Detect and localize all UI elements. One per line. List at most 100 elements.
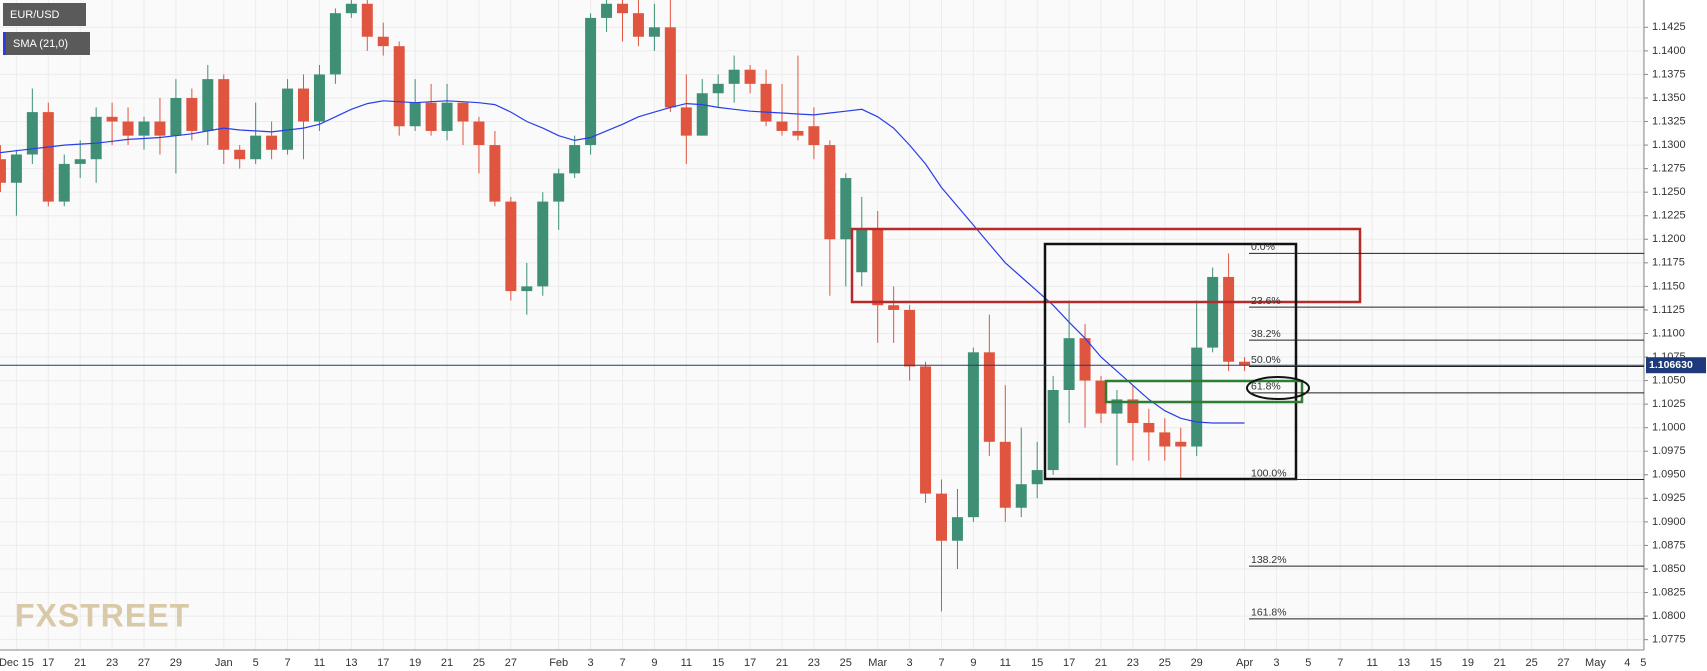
x-tick-label: May — [1585, 657, 1606, 669]
grid — [0, 0, 1644, 650]
candle-body — [138, 121, 150, 136]
fib-label: 50.0% — [1251, 354, 1281, 366]
x-tick-label: 27 — [138, 657, 150, 669]
candle-body — [345, 3, 357, 14]
candle-body — [473, 121, 485, 146]
candle-body — [154, 121, 166, 136]
x-tick-label: 23 — [1127, 657, 1139, 669]
legend-label: SMA (21,0) — [13, 38, 68, 50]
candle-body — [122, 121, 134, 136]
y-tick-label: 1.1100 — [1652, 327, 1685, 339]
candle-body — [967, 352, 979, 518]
y-tick-label: 1.1150 — [1652, 280, 1685, 292]
x-tick-label: 17 — [1063, 657, 1075, 669]
candle-body — [1095, 380, 1107, 414]
x-tick-label: 4 — [1624, 657, 1630, 669]
x-tick-label: 23 — [808, 657, 820, 669]
x-tick-label: Dec 15 — [0, 657, 34, 669]
candle-body — [1031, 470, 1043, 485]
x-tick-label: 15 — [712, 657, 724, 669]
y-tick-label: 1.0775 — [1652, 634, 1686, 646]
last-price-tag — [1646, 357, 1706, 374]
candle-body — [1127, 399, 1139, 423]
x-tick-label: Apr — [1236, 657, 1253, 669]
candle-body — [10, 154, 22, 183]
y-tick-label: 1.0950 — [1652, 469, 1686, 481]
fib-label: 138.2% — [1251, 554, 1287, 566]
candle-body — [1239, 361, 1251, 366]
candle-body — [872, 229, 884, 306]
x-tick-label: 23 — [106, 657, 118, 669]
candle-body — [744, 69, 756, 84]
fib-label: 38.2% — [1251, 328, 1281, 340]
y-tick-label: 1.1000 — [1652, 422, 1686, 434]
y-tick-label: 1.0875 — [1652, 539, 1686, 551]
candle-body — [664, 27, 676, 108]
y-tick-label: 1.1200 — [1652, 233, 1686, 245]
watermark: FXSTREET — [15, 597, 190, 633]
x-tick-label: 29 — [1191, 657, 1203, 669]
x-tick-label: 9 — [651, 657, 657, 669]
candle-body — [792, 130, 804, 136]
candle-body — [234, 149, 246, 160]
candle-body — [1207, 276, 1219, 348]
y-tick-label: 1.1300 — [1652, 139, 1686, 151]
candle-body — [1191, 347, 1203, 447]
candle-body — [26, 112, 38, 155]
candle-body — [983, 352, 995, 442]
x-tick-label: 25 — [1159, 657, 1171, 669]
candle-body — [648, 27, 660, 37]
fib-highlight — [1246, 376, 1310, 400]
x-tick-label: 17 — [377, 657, 389, 669]
y-tick-label: 1.1225 — [1652, 210, 1686, 222]
candle-body — [680, 107, 692, 136]
x-tick-label: 29 — [170, 657, 182, 669]
candle-body — [521, 286, 533, 292]
candle-body — [0, 159, 6, 183]
x-tick-label: 25 — [840, 657, 852, 669]
candle-body — [728, 69, 740, 84]
legend: EUR/USD SMA (21,0) — [3, 3, 90, 55]
candle-body — [632, 13, 644, 37]
candle-body — [553, 173, 565, 202]
candle-body — [808, 126, 820, 146]
y-tick-label: 1.1025 — [1652, 398, 1686, 410]
candle-body — [904, 309, 916, 367]
x-tick-label: 5 — [1640, 657, 1646, 669]
candle-body — [282, 88, 294, 150]
fib-label: 161.8% — [1251, 607, 1287, 619]
x-tick-label: 7 — [619, 657, 625, 669]
x-tick-label: 17 — [744, 657, 756, 669]
candle-body — [824, 145, 836, 240]
x-tick-label: 19 — [409, 657, 421, 669]
candle-body — [1015, 484, 1027, 508]
candle-body — [329, 13, 341, 75]
x-tick-label: Mar — [868, 657, 887, 669]
candle-body — [569, 145, 581, 174]
y-tick-label: 1.1250 — [1652, 186, 1686, 198]
legend-box — [3, 32, 90, 55]
candle-body — [393, 46, 405, 127]
candle-body — [74, 159, 86, 164]
candle-body — [250, 135, 262, 160]
x-tick-label: 21 — [1494, 657, 1506, 669]
candle-body — [489, 145, 501, 202]
y-tick-label: 1.0925 — [1652, 492, 1686, 504]
x-tick-label: 25 — [473, 657, 485, 669]
candle-body — [457, 102, 469, 122]
candle-body — [856, 229, 868, 273]
x-tick-label: 7 — [1337, 657, 1343, 669]
legend-swatch — [3, 32, 6, 55]
x-tick-label: 21 — [74, 657, 86, 669]
x-tick-label: 3 — [1273, 657, 1279, 669]
legend-label: EUR/USD — [10, 9, 60, 21]
candle-body — [202, 79, 214, 131]
y-tick-label: 1.0825 — [1652, 586, 1686, 598]
x-tick-label: 21 — [441, 657, 453, 669]
x-tick-label: 7 — [284, 657, 290, 669]
x-tick-label: 15 — [1031, 657, 1043, 669]
x-tick-label: 11 — [1000, 657, 1011, 669]
candle-body — [1143, 422, 1155, 433]
